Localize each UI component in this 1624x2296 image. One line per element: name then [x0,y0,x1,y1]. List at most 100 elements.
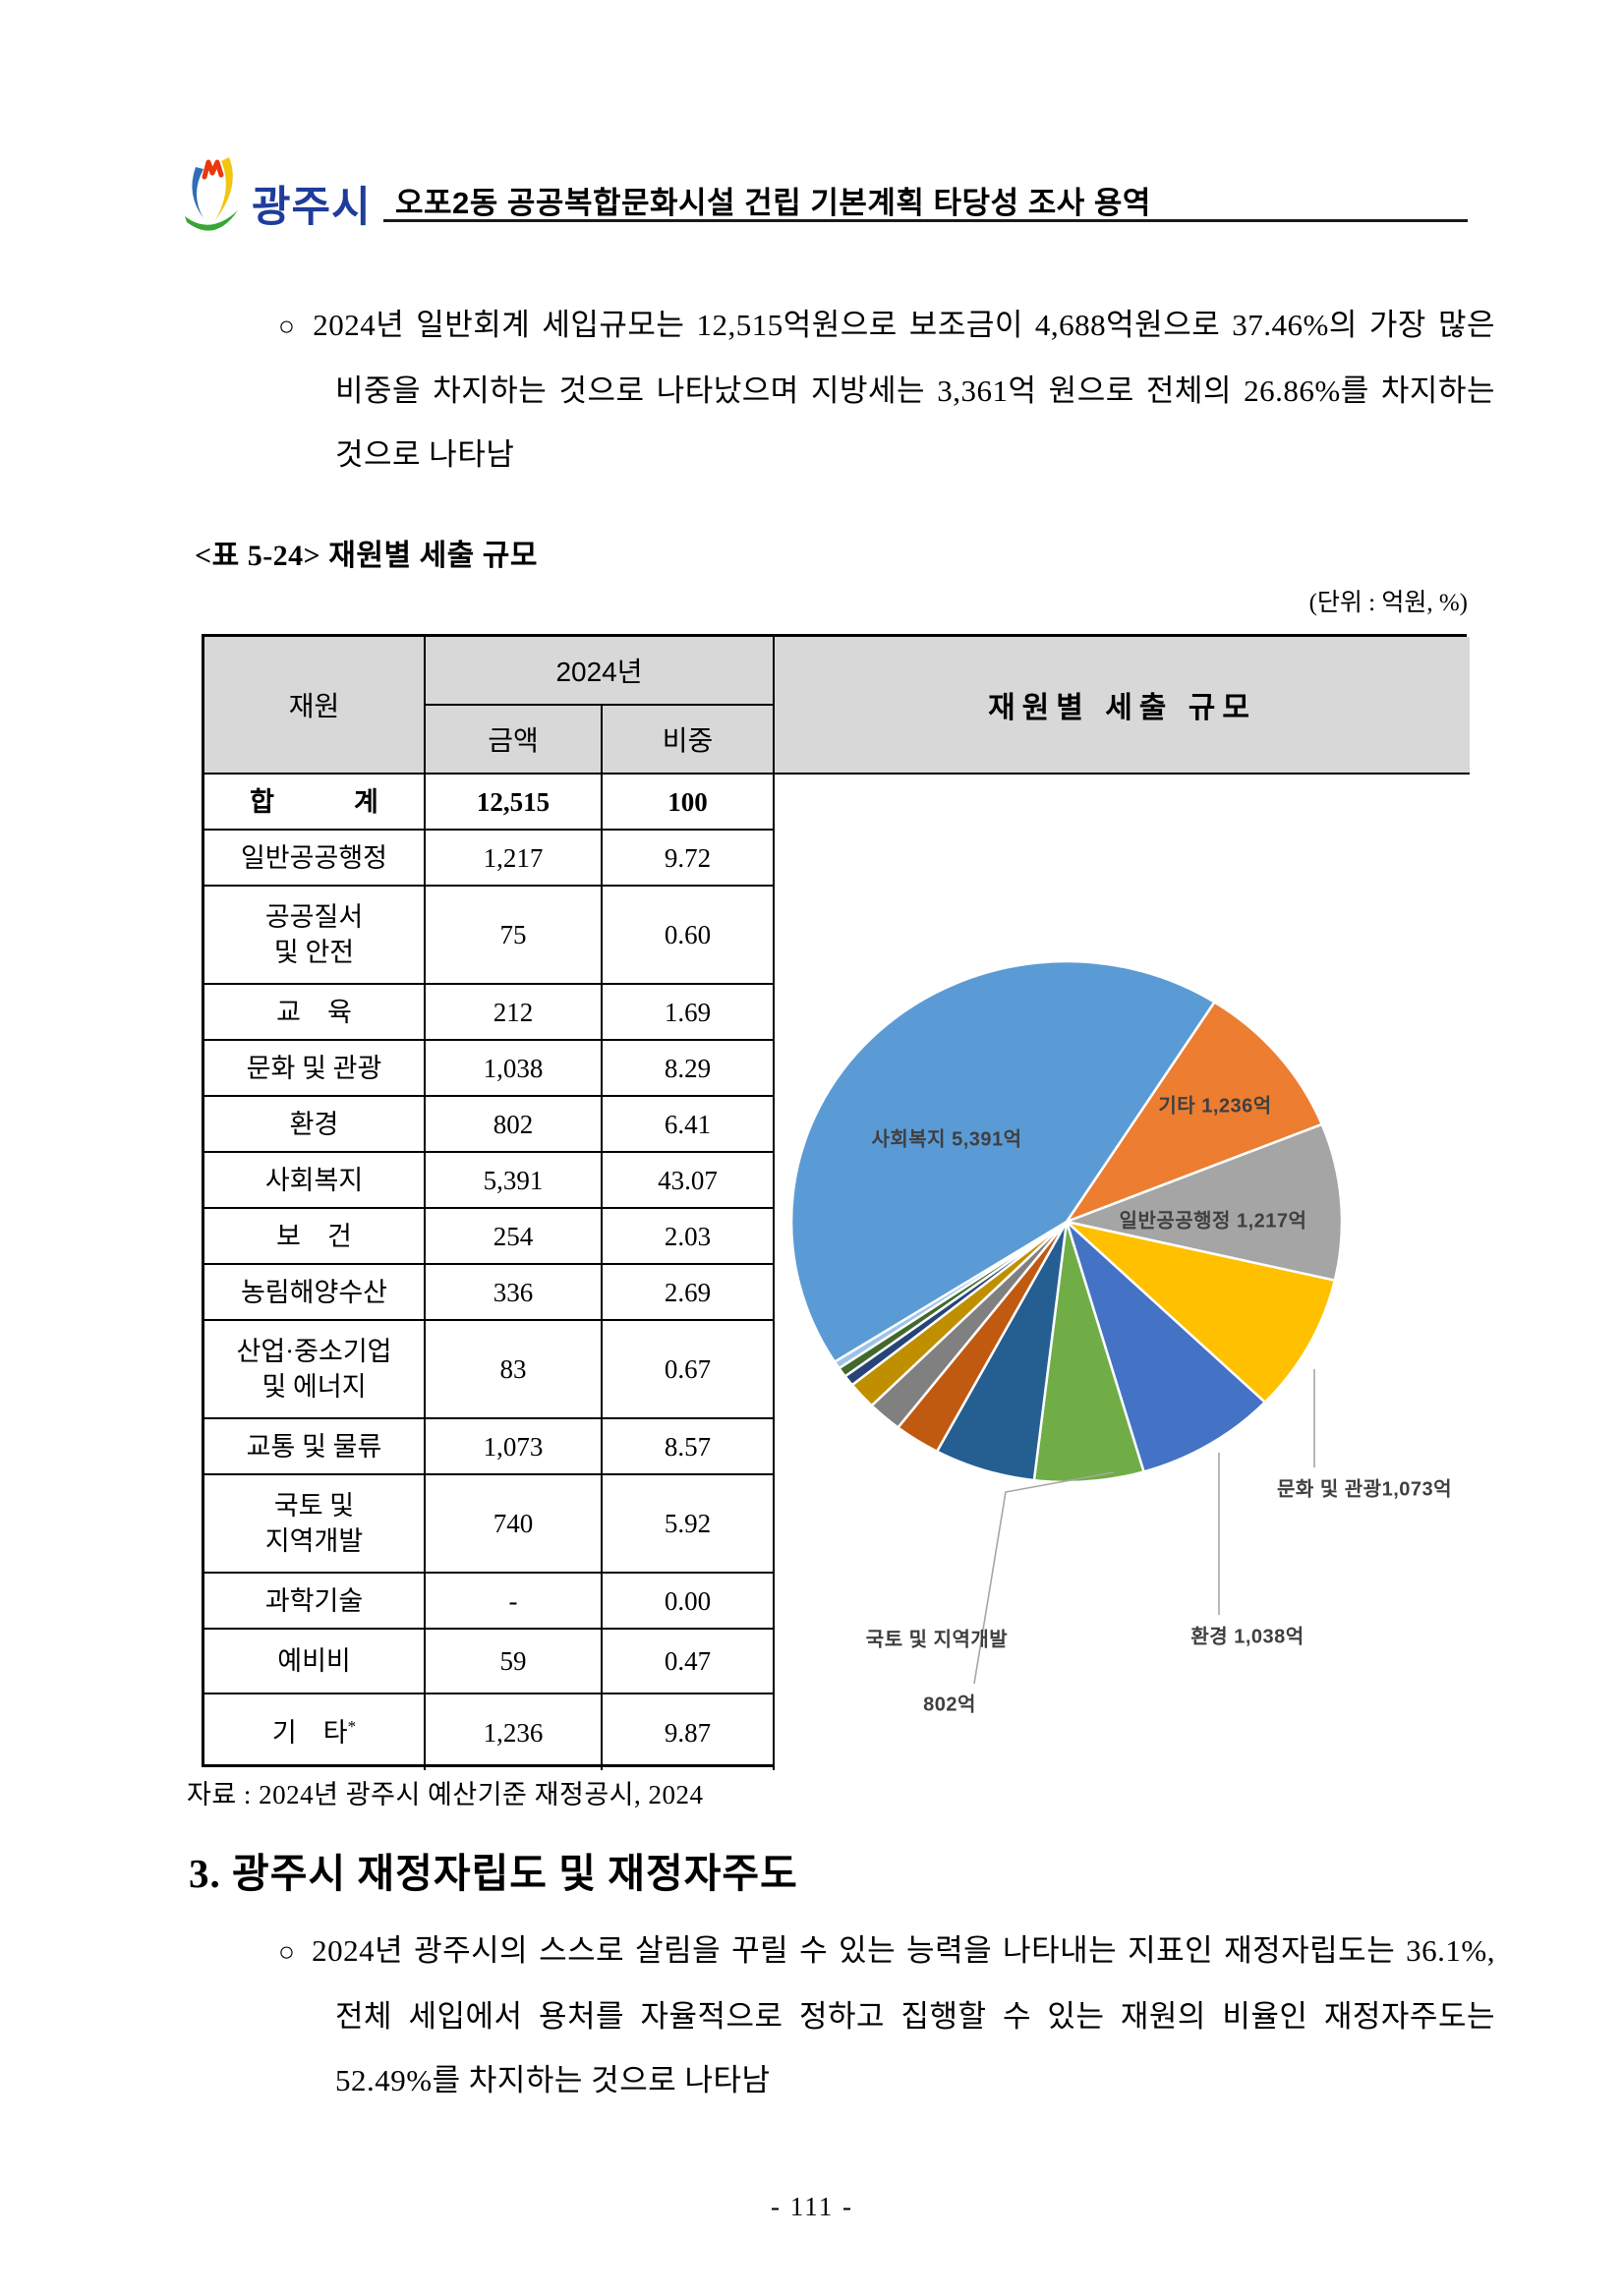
pie-slice [1065,1220,1337,1404]
row-amount: 1,073 [426,1419,603,1473]
row-share: 0.47 [603,1630,775,1693]
row-share: 0.60 [603,887,775,983]
pie-label-etc: 기타 1,236억 [1158,1095,1272,1118]
row-amount: 254 [426,1209,603,1263]
column-header-amount: 금액 [426,706,603,775]
pie-chart-area: 사회복지 5,391억 기타 1,236억 일반공공행정 1,217억 문화 및… [775,775,1470,1770]
logo-red-mark [202,159,224,180]
gwangju-city-logo-icon [185,157,238,231]
pie-chart [789,959,1344,1685]
row-share: 9.87 [603,1694,775,1770]
callout-lines [973,1369,1315,1685]
row-amount: 740 [426,1475,603,1572]
row-share: 5.92 [603,1475,775,1572]
row-source-name: 기 타* [204,1694,426,1770]
page-number: - 111 - [771,2192,853,2221]
table-body: 합 계 12,515 100 일반공공행정 1,217 9.72 공공질서 및 안전 75 0.6… [204,775,775,1770]
body-paragraph-1: ○ 2024년 일반회계 세입규모는 12,515억원으로 보조금이 4,688억… [278,293,1495,487]
table-caption: <표 5-24> 재원별 세출 규모 [195,540,538,572]
row-source-name: 산업·중소기업 및 에너지 [204,1321,426,1417]
row-share: 43.07 [603,1153,775,1207]
pie-label-environment: 환경 1,038억 [1190,1626,1305,1648]
row-source-name: 환경 [204,1097,426,1151]
row-amount: 5,391 [426,1153,603,1207]
row-source-name: 사회복지 [204,1153,426,1207]
row-share: 2.03 [603,1209,775,1263]
row-amount: - [426,1574,603,1628]
table-row: 산업·중소기업 및 에너지 83 0.67 [204,1321,775,1419]
row-source-name: 문화 및 관광 [204,1041,426,1095]
paragraph-2-text: 2024년 광주시의 스스로 살림을 꾸릴 수 있는 능력을 나타내는 지표인 … [312,1933,1495,2097]
row-amount: 802 [426,1097,603,1151]
row-share: 8.57 [603,1419,775,1473]
pie-slice [1065,1001,1323,1224]
pie-label-general-admin: 일반공공행정 1,217억 [1119,1210,1307,1233]
row-share: 9.72 [603,831,775,885]
column-header-year: 2024년 [426,637,775,706]
logo-blue-stroke [192,167,203,218]
row-source-name: 국토 및 지역개발 [204,1475,426,1572]
paragraph-1-text: 2024년 일반회계 세입규모는 12,515억원으로 보조금이 4,688억원… [313,308,1495,472]
table-row: 문화 및 관광 1,038 8.29 [204,1041,775,1097]
unit-note: (단위 : 억원, %) [1308,590,1468,616]
table-row: 환경 802 6.41 [204,1097,775,1153]
expenditure-table: 재원 2024년 금액 비중 재원별 세출 규모 합 계 12,515 100 일반공… [202,634,1470,1770]
row-share: 100 [603,775,775,829]
row-source-name: 농림해양수산 [204,1265,426,1319]
table-row: 합 계 12,515 100 [204,775,775,831]
row-share: 8.29 [603,1041,775,1095]
callout-line-landdev [973,1471,1115,1685]
row-source-name: 보 건 [204,1209,426,1263]
logo-green-stroke [185,210,238,231]
row-amount: 59 [426,1630,603,1693]
column-header-source: 재원 [204,637,426,775]
section-heading: 3. 광주시 재정자립도 및 재정자주도 [189,1851,798,1896]
table-row: 일반공공행정 1,217 9.72 [204,831,775,887]
header-rule [383,219,1468,222]
row-share: 0.67 [603,1321,775,1417]
pie-label-social-welfare: 사회복지 5,391억 [871,1128,1022,1151]
row-amount: 83 [426,1321,603,1417]
row-share: 1.69 [603,985,775,1039]
table-row: 교통 및 물류 1,073 8.57 [204,1419,775,1475]
pie-label-land-development: 국토 및 지역개발 [865,1629,1009,1651]
table-row: 국토 및 지역개발 740 5.92 [204,1475,775,1574]
table-row: 보 건 254 2.03 [204,1209,775,1265]
pie-slice [789,959,1216,1363]
bullet-icon: ○ [278,312,300,342]
pie-slices [789,959,1344,1484]
table-row: 교 육 212 1.69 [204,985,775,1041]
report-title: 오포2동 공공복합문화시설 건립 기본계획 타당성 조사 용역 [395,186,1151,220]
row-source-name: 합 계 [204,775,426,829]
table-row: 예비비 59 0.47 [204,1630,775,1694]
pie-label-culture-tourism: 문화 및 관광1,073억 [1276,1478,1453,1501]
table-row: 과학기술 -0.00 [204,1574,775,1630]
logo-yellow-stroke [215,157,233,220]
row-share: 2.69 [603,1265,775,1319]
source-note: 자료 : 2024년 광주시 예산기준 재정공시, 2024 [187,1780,704,1809]
row-source-name: 일반공공행정 [204,831,426,885]
pie-slice [1065,1220,1267,1473]
pie-slice [1032,1220,1145,1484]
row-amount: 1,217 [426,831,603,885]
pie-slice [1065,1122,1344,1282]
row-amount: 75 [426,887,603,983]
bullet-icon: ○ [278,1937,299,1968]
row-source-name: 교통 및 물류 [204,1419,426,1473]
logo-city-name: 광주시 [252,184,372,231]
row-source-name: 과학기술 [204,1574,426,1628]
table-row: 공공질서 및 안전 75 0.60 [204,887,775,985]
row-source-name: 공공질서 및 안전 [204,887,426,983]
table-row: 사회복지 5,391 43.07 [204,1153,775,1209]
table-row: 기 타* 1,236 9.87 [204,1694,775,1770]
row-amount: 1,038 [426,1041,603,1095]
table-row: 농림해양수산 336 2.69 [204,1265,775,1321]
row-source-name: 예비비 [204,1630,426,1693]
row-share: 6.41 [603,1097,775,1151]
row-amount: 12,515 [426,775,603,829]
chart-title: 재원별 세출 규모 [775,637,1470,775]
row-source-name: 교 육 [204,985,426,1039]
column-header-share: 비중 [603,706,775,775]
row-amount: 212 [426,985,603,1039]
